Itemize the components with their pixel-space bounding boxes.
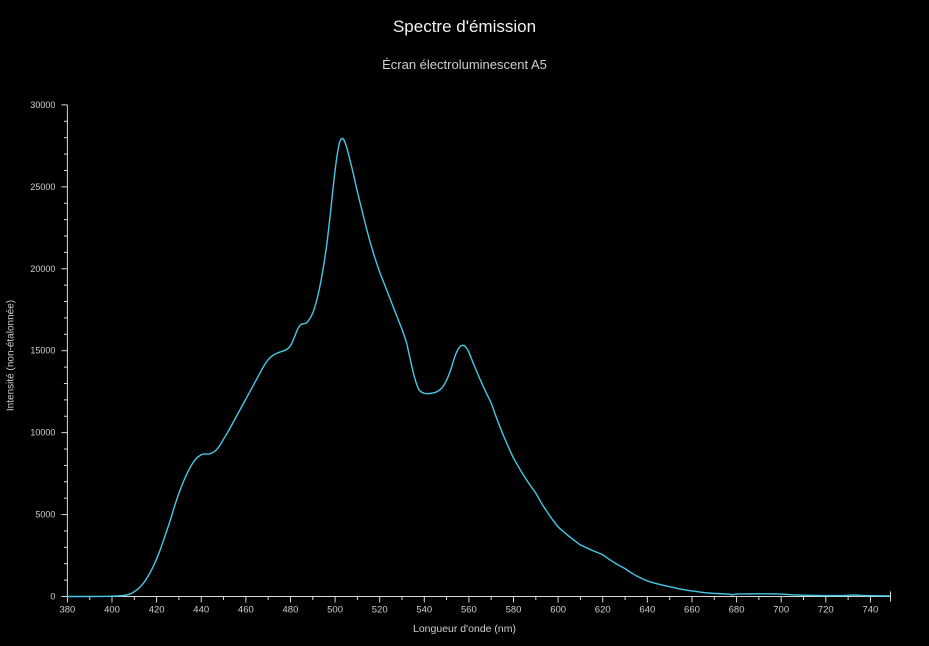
svg-text:460: 460 — [238, 605, 254, 616]
svg-text:0: 0 — [50, 592, 55, 602]
svg-text:600: 600 — [550, 605, 566, 616]
svg-text:520: 520 — [372, 605, 388, 616]
svg-text:25000: 25000 — [30, 182, 55, 192]
svg-text:680: 680 — [729, 605, 745, 616]
svg-text:400: 400 — [104, 605, 120, 616]
svg-text:20000: 20000 — [30, 264, 55, 274]
svg-text:540: 540 — [416, 605, 432, 616]
svg-text:30000: 30000 — [30, 100, 55, 110]
svg-text:740: 740 — [862, 605, 878, 616]
svg-text:660: 660 — [684, 605, 700, 616]
svg-text:640: 640 — [639, 605, 655, 616]
svg-text:440: 440 — [193, 605, 209, 616]
svg-text:720: 720 — [818, 605, 834, 616]
svg-text:380: 380 — [59, 605, 75, 616]
svg-text:480: 480 — [283, 605, 299, 616]
svg-text:580: 580 — [506, 605, 522, 616]
svg-text:620: 620 — [595, 605, 611, 616]
svg-text:5000: 5000 — [35, 510, 55, 520]
svg-text:15000: 15000 — [30, 346, 55, 356]
svg-text:10000: 10000 — [30, 428, 55, 438]
svg-text:560: 560 — [461, 605, 477, 616]
svg-text:500: 500 — [327, 605, 343, 616]
svg-text:420: 420 — [149, 605, 165, 616]
svg-text:700: 700 — [773, 605, 789, 616]
